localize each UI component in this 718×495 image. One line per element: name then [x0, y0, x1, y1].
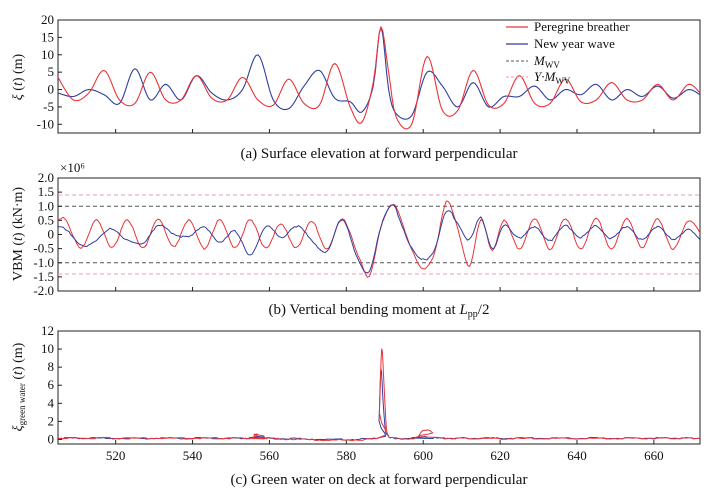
legend-label-mwv: MWV — [533, 53, 560, 70]
panel-c-ytick-label: 2 — [48, 413, 55, 428]
panel-a-ytick-label: 10 — [41, 47, 54, 62]
panel-b-ylabel: VBM (t) (kN·m) — [11, 187, 26, 281]
panel-b-ytick-label: -1.0 — [33, 255, 54, 270]
panel-a-frame — [57, 19, 701, 134]
panel-c: 0 2 4 6 8 10 12 520 540 560 580 600 620 640 660 ξgreen… — [11, 323, 701, 488]
panel-a-legend: Peregrine breather New year wave MWV Y·M… — [506, 19, 630, 86]
series-line-new-year-wave — [57, 204, 701, 274]
panel-c-ytick-label: 0 — [48, 431, 55, 446]
panel-a-ytick-label: 5 — [48, 64, 55, 79]
series-line-new-year-wave — [57, 368, 701, 441]
panel-c-xtick-label: 620 — [490, 448, 510, 463]
panel-b-multiplier: ×10⁶ — [60, 160, 85, 175]
panel-c-ytick-label: 4 — [48, 395, 55, 410]
series-line-peregrine-breather — [58, 348, 701, 442]
panel-b-caption: (b) Vertical bending moment at Lpp/2 — [269, 302, 490, 320]
panel-c-xtick-label: 640 — [567, 448, 587, 463]
legend-label-newyear: New year wave — [534, 36, 615, 51]
panel-c-ytick-label: 12 — [41, 323, 54, 338]
panel-b-ytick-label: -1.5 — [33, 269, 54, 284]
panel-c-xtick-label: 580 — [337, 448, 357, 463]
panel-c-xtick-label: 520 — [106, 448, 126, 463]
panel-c-xtick-label: 660 — [644, 448, 664, 463]
panel-a-ytick-label: 20 — [41, 12, 54, 27]
panel-a-ylabel: ξ (t) (m) — [11, 53, 26, 100]
panel-c-frame — [57, 330, 701, 445]
panel-a-ytick-label: 0 — [48, 82, 55, 97]
series-line-peregrine-breather — [57, 26, 701, 130]
panel-c-ytick-label: 6 — [48, 377, 55, 392]
panel-a-ytick-label: -10 — [37, 116, 54, 131]
panel-b: -2.0-1.5-1.0-0.500.51.01.52.0 ×10⁶ VBM (… — [11, 160, 701, 320]
panel-b-ytick-label: 1.5 — [38, 184, 54, 199]
panel-c-ylabel: ξgreen water (t) (m) — [11, 342, 27, 431]
panel-b-ytick-label: 0 — [48, 227, 55, 242]
panel-b-ytick-label: 2.0 — [38, 170, 54, 185]
panel-c-caption: (c) Green water on deck at forward perpe… — [231, 472, 528, 488]
panel-c-xtick-label: 600 — [413, 448, 433, 463]
panel-a-ytick-label: -5 — [43, 99, 54, 114]
legend-label-peregrine: Peregrine breather — [534, 19, 630, 34]
legend-label-ymwv: Y·MWV — [534, 69, 571, 86]
panel-c-ytick-label: 8 — [48, 359, 55, 374]
panel-b-ytick-label: 0.5 — [38, 212, 54, 227]
panel-b-ytick-label: -2.0 — [33, 283, 54, 298]
panel-c-xtick-label: 540 — [183, 448, 203, 463]
panel-b-ytick-label: 1.0 — [38, 198, 54, 213]
panel-c-ytick-label: 10 — [41, 341, 54, 356]
panel-a-ytick-label: 15 — [41, 29, 54, 44]
series-line-peregrine-breather — [57, 200, 701, 278]
panel-c-xtick-label: 560 — [260, 448, 280, 463]
panel-b-ytick-label: -0.5 — [33, 241, 54, 256]
panel-a-caption: (a) Surface elevation at forward perpend… — [241, 146, 518, 162]
panel-a: -10 -5 0 5 10 15 20 Peregrine breather New yea… — [11, 12, 701, 162]
